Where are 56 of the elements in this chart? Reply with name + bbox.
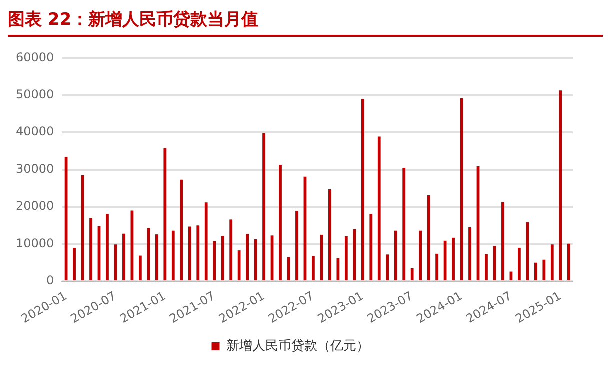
bar <box>139 256 142 280</box>
bar <box>204 202 208 280</box>
bar <box>386 254 390 280</box>
bar <box>164 148 167 280</box>
y-tick-label: 0 <box>46 274 54 288</box>
bar <box>344 236 348 280</box>
legend-label: 新增人民币贷款（亿元） <box>226 338 370 354</box>
bar <box>122 234 126 280</box>
bar <box>246 234 249 280</box>
bar <box>378 136 381 280</box>
bar <box>172 230 175 280</box>
bar <box>468 228 472 280</box>
bar <box>262 133 266 280</box>
bar <box>279 164 282 280</box>
y-tick-label: 40000 <box>16 124 54 139</box>
bar <box>73 248 76 280</box>
bar <box>230 220 233 280</box>
bar <box>90 218 92 280</box>
bar <box>534 262 538 280</box>
bar <box>402 168 406 280</box>
bar <box>502 202 504 280</box>
bar <box>518 248 521 280</box>
bar <box>452 238 455 280</box>
bar <box>296 211 298 280</box>
bar <box>353 229 356 280</box>
bar <box>427 196 430 280</box>
bar <box>336 258 340 280</box>
bar <box>213 241 216 280</box>
bar <box>485 254 488 280</box>
y-tick-label: 20000 <box>16 199 54 214</box>
bar <box>221 236 224 280</box>
bar <box>328 190 332 280</box>
bar <box>238 250 241 280</box>
bar <box>567 244 570 280</box>
bar <box>312 256 315 280</box>
bar <box>550 244 554 280</box>
bar <box>410 268 414 280</box>
bar <box>155 234 158 280</box>
bar <box>394 230 398 280</box>
chart-title: 图表 22：新增人民币贷款当月值 <box>8 8 603 37</box>
bar <box>436 254 438 280</box>
bar <box>370 214 373 280</box>
bar <box>542 260 546 280</box>
bar <box>361 99 364 280</box>
bar <box>180 180 184 280</box>
y-tick-label: 30000 <box>16 162 54 176</box>
bar <box>196 226 200 280</box>
y-tick-label: 50000 <box>16 88 54 102</box>
y-tick-label: 10000 <box>16 236 54 250</box>
y-tick-label: 60000 <box>16 50 54 64</box>
bar <box>559 90 562 280</box>
bar <box>147 228 150 280</box>
bar <box>188 226 192 280</box>
bar <box>526 222 530 280</box>
bar <box>106 214 109 280</box>
bar <box>419 230 422 280</box>
